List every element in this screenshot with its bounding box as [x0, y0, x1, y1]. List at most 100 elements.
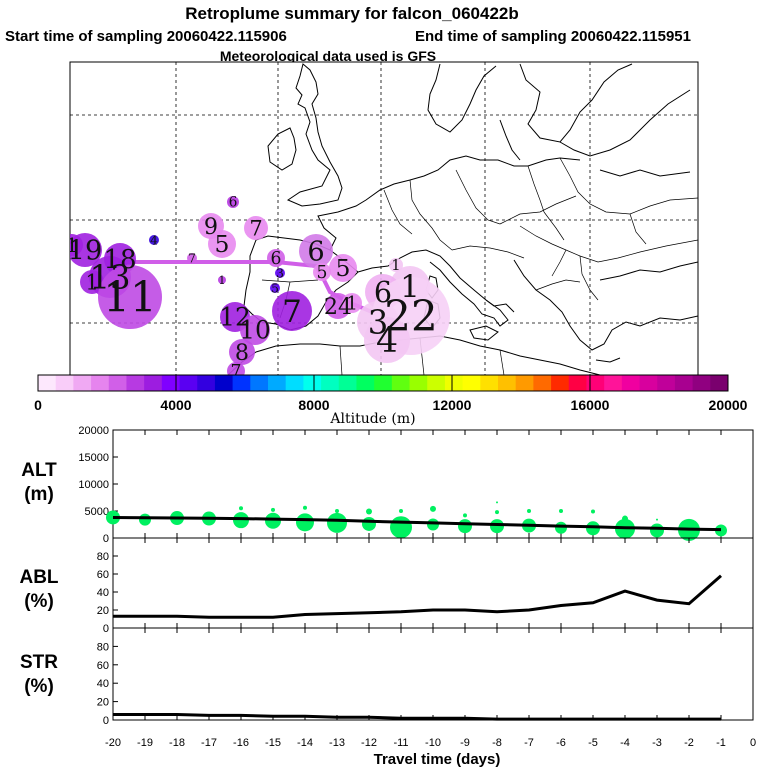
plume-cluster	[364, 317, 410, 363]
colorbar-tick-label: 0	[34, 397, 42, 413]
str-line	[113, 713, 721, 721]
colorbar-cell	[338, 375, 357, 391]
colorbar-cell	[214, 375, 234, 391]
map-borders	[261, 157, 698, 375]
alt-cluster-point	[296, 513, 314, 532]
main-title: Retroplume summary for falcon_060422b	[185, 4, 519, 23]
colorbar-cell	[444, 375, 464, 391]
cluster-label: 3	[368, 303, 389, 341]
str-frame	[112, 627, 754, 721]
x-tick-label: -10	[425, 737, 441, 749]
colorbar-cell	[268, 375, 287, 391]
cluster-label: 6	[374, 276, 392, 309]
colorbar-cell	[108, 375, 127, 391]
x-tick-label: -12	[361, 737, 377, 749]
colorbar-tick-label: 8000	[298, 397, 329, 413]
colorbar-cell	[38, 375, 57, 391]
alt-y-ticks: 0 5000 10000 15000 20000	[78, 425, 754, 545]
alt-cluster-point	[650, 523, 664, 538]
str-label: STR	[20, 652, 58, 673]
cluster-label: 13	[89, 258, 130, 296]
alt-cluster-point	[239, 506, 243, 511]
colorbar-cell	[391, 375, 410, 391]
colorbar-cell	[551, 375, 570, 391]
colorbar-cell	[639, 375, 658, 391]
colorbar-cell	[692, 375, 711, 391]
cluster-label: 11	[103, 273, 156, 322]
plume-cluster	[299, 234, 333, 268]
x-tick-label: -18	[169, 737, 185, 749]
cluster-label: 9	[204, 214, 218, 240]
plume-cluster	[218, 276, 226, 284]
cluster-label: 6	[229, 195, 238, 211]
cluster-label: 6	[271, 249, 282, 269]
x-tick-label: -1	[716, 737, 726, 749]
x-tick-label: -2	[684, 737, 694, 749]
plume-cluster	[227, 196, 239, 208]
x-tick-label: -17	[201, 737, 217, 749]
abl-frame	[112, 537, 754, 629]
x-tick-label: -5	[588, 737, 598, 749]
colorbar-cell	[568, 375, 587, 391]
plume-cluster	[267, 249, 285, 267]
x-tick-label: -20	[105, 737, 121, 749]
cluster-label: 12	[219, 303, 251, 332]
alt-cluster-point	[233, 512, 249, 529]
x-tick-label: -6	[556, 737, 566, 749]
plume-cluster	[244, 216, 268, 240]
colorbar-cell	[161, 375, 180, 391]
cluster-label: 1	[219, 274, 226, 287]
colorbar-cell	[515, 375, 534, 391]
alt-cluster-point	[430, 505, 436, 512]
y-tick-label: 5000	[85, 506, 109, 518]
colorbar-cell	[55, 375, 74, 391]
alt-unit: (m)	[24, 484, 54, 505]
cluster-label: 1	[400, 269, 420, 305]
alt-cluster-point	[265, 512, 281, 529]
abl-y-ticks: 0 20 40 60 80	[97, 538, 754, 635]
x-tick-label: -3	[652, 737, 662, 749]
alt-cluster-point	[496, 501, 498, 504]
y-tick-label: 60	[97, 569, 109, 581]
end-time-text: End time of sampling 20060422.115951	[415, 28, 691, 45]
colorbar-cell	[586, 375, 605, 391]
x-axis-ticks: -20 -19 -18 -17 -16 -15 -14 -13 -12 -11 -10 -9 -8 -7-…	[105, 737, 756, 749]
str-panel: STR (%) 0 20 40 60 80	[20, 627, 754, 727]
plume-cluster	[240, 315, 270, 345]
str-y-ticks: 0 20 40 60 80	[97, 628, 754, 727]
plume-cluster	[270, 283, 280, 293]
y-tick-label: 20	[97, 605, 109, 617]
y-tick-label: 0	[103, 715, 109, 727]
colorbar-cell	[480, 375, 499, 391]
y-tick-label: 20000	[78, 425, 109, 437]
alt-cluster-point	[271, 507, 275, 512]
x-tick-label: -9	[460, 737, 470, 749]
colorbar-cell	[427, 375, 446, 391]
cluster-label: 7	[249, 216, 262, 240]
cluster-label: 7	[231, 362, 242, 382]
altitude-colorbar: 0 4000 8000 12000 16000 20000 Altitude (m)	[34, 374, 748, 427]
alt-cluster-point	[335, 509, 339, 513]
plume-cluster	[275, 268, 285, 278]
y-tick-label: 0	[103, 623, 109, 635]
cluster-label: 1	[66, 234, 79, 257]
colorbar-cells	[38, 375, 729, 391]
y-tick-label: 40	[97, 678, 109, 690]
colorbar-cell	[604, 375, 623, 391]
y-tick-label: 40	[97, 587, 109, 599]
y-tick-label: 80	[97, 641, 109, 653]
plume-cluster	[329, 254, 357, 282]
colorbar-tick-label: 20000	[709, 397, 748, 413]
alt-cluster-point	[458, 519, 472, 534]
plume-cluster	[208, 230, 236, 258]
alt-cluster-point	[591, 509, 595, 514]
x-tick-label: -19	[137, 737, 153, 749]
alt-cluster-point	[366, 508, 372, 515]
alt-cluster-point	[495, 510, 499, 515]
abl-line	[113, 574, 722, 619]
colorbar-cell	[710, 375, 729, 391]
colorbar-cell	[285, 375, 304, 391]
y-tick-label: 15000	[78, 452, 109, 464]
colorbar-cell	[374, 375, 393, 391]
